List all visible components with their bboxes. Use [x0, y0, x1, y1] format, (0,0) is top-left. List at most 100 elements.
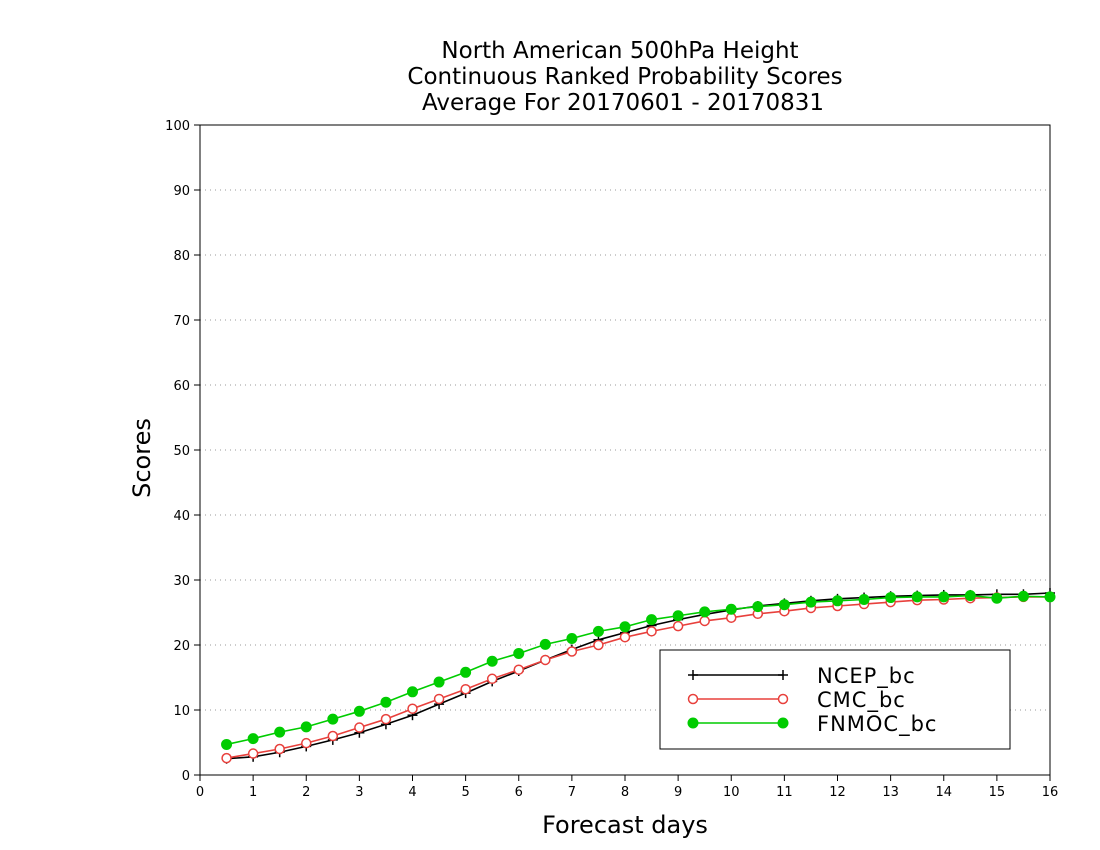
data-point-fnmoc-bc [646, 614, 658, 626]
data-point-fnmoc-bc [300, 721, 312, 733]
y-tick-label: 30 [173, 574, 190, 589]
x-tick-label: 9 [674, 785, 682, 800]
data-point-cmc-bc [513, 664, 524, 675]
data-point-fnmoc-bc [1017, 590, 1029, 602]
data-point-fnmoc-bc [885, 592, 897, 604]
series-fnmoc-bc [221, 590, 1056, 750]
data-point-fnmoc-bc [911, 591, 923, 603]
legend-label: FNMOC_bc [817, 712, 937, 737]
y-tick-label: 100 [165, 119, 190, 134]
data-point-cmc-bc [699, 615, 710, 627]
data-point-cmc-bc [619, 631, 631, 643]
legend-marker [687, 693, 699, 705]
data-point-fnmoc-bc [539, 638, 551, 650]
y-tick-label: 0 [182, 769, 190, 784]
y-tick-label: 80 [173, 249, 190, 264]
x-tick-label: 7 [568, 785, 576, 800]
data-point-fnmoc-bc [964, 590, 976, 602]
x-tick-label: 2 [302, 785, 310, 800]
x-tick-label: 5 [461, 785, 469, 800]
y-tick-label: 20 [173, 639, 190, 654]
legend-marker [688, 670, 698, 680]
chart-title-line-3: Average For 20170601 - 20170831 [422, 90, 824, 116]
data-point-cmc-bc [247, 748, 259, 759]
data-point-fnmoc-bc [832, 595, 843, 607]
x-tick-label: 4 [408, 785, 416, 800]
data-point-cmc-bc [540, 654, 551, 666]
data-point-cmc-bc [672, 620, 684, 632]
x-tick-label: 1 [249, 785, 257, 800]
data-point-fnmoc-bc [699, 606, 711, 618]
data-point-cmc-bc [327, 730, 339, 742]
x-tick-label: 15 [989, 785, 1006, 800]
x-axis-label: Forecast days [542, 811, 708, 839]
legend-item-ncep-bc: NCEP_bc [688, 664, 916, 689]
x-tick-label: 0 [196, 785, 204, 800]
data-point-fnmoc-bc [805, 596, 817, 608]
legend-marker [687, 717, 699, 729]
data-point-fnmoc-bc [672, 610, 684, 622]
legend-item-cmc-bc: CMC_bc [687, 688, 906, 713]
data-point-fnmoc-bc [1044, 591, 1056, 603]
y-axis-label: Scores [128, 418, 156, 498]
series-layer [221, 588, 1056, 764]
x-tick-label: 6 [515, 785, 523, 800]
data-point-fnmoc-bc [991, 592, 1003, 604]
data-point-fnmoc-bc [938, 591, 950, 603]
legend-marker [777, 693, 789, 705]
data-point-cmc-bc [354, 722, 365, 733]
data-point-fnmoc-bc [460, 666, 472, 678]
x-tick-label: 3 [355, 785, 363, 800]
data-point-fnmoc-bc [752, 601, 764, 613]
x-tick-label: 14 [935, 785, 952, 800]
data-point-cmc-bc [646, 626, 657, 637]
data-point-cmc-bc [433, 693, 445, 705]
data-point-cmc-bc [593, 639, 604, 651]
data-point-fnmoc-bc [247, 733, 259, 745]
legend-marker [777, 717, 789, 729]
data-point-fnmoc-bc [274, 726, 286, 738]
y-tick-label: 40 [173, 509, 190, 524]
chart-title-line-1: North American 500hPa Height [441, 38, 798, 64]
data-point-fnmoc-bc [858, 594, 870, 605]
y-tick-label: 50 [173, 444, 190, 459]
y-tick-label: 10 [173, 704, 190, 719]
data-point-fnmoc-bc [725, 603, 737, 615]
data-point-cmc-bc [380, 713, 392, 725]
legend-item-fnmoc-bc: FNMOC_bc [687, 712, 937, 737]
data-point-fnmoc-bc [433, 676, 445, 688]
data-point-fnmoc-bc [407, 686, 418, 698]
data-point-fnmoc-bc [592, 625, 604, 637]
legend-label: NCEP_bc [817, 664, 916, 689]
data-point-fnmoc-bc [619, 621, 631, 633]
data-point-cmc-bc [460, 683, 471, 695]
chart-title: North American 500hPa Height Continuous … [407, 38, 842, 116]
legend-marker [778, 670, 788, 680]
data-point-fnmoc-bc [513, 647, 525, 659]
data-point-cmc-bc [486, 673, 498, 685]
legend-label: CMC_bc [817, 688, 906, 713]
data-point-fnmoc-bc [353, 705, 365, 717]
data-point-fnmoc-bc [778, 599, 790, 611]
x-tick-label: 11 [776, 785, 793, 800]
x-tick-label: 10 [723, 785, 740, 800]
data-point-fnmoc-bc [221, 738, 233, 750]
data-point-cmc-bc [301, 737, 312, 749]
x-tick-label: 16 [1042, 785, 1059, 800]
x-tick-label: 8 [621, 785, 629, 800]
y-tick-label: 60 [173, 379, 190, 394]
data-point-cmc-bc [221, 752, 232, 764]
data-point-cmc-bc [566, 646, 578, 657]
y-tick-label: 90 [173, 184, 190, 199]
data-point-cmc-bc [274, 743, 285, 755]
data-point-fnmoc-bc [566, 633, 578, 644]
gridlines [200, 189, 1050, 711]
data-point-fnmoc-bc [486, 655, 498, 667]
x-tick-label: 13 [882, 785, 899, 800]
x-tick-label: 12 [829, 785, 846, 800]
chart-title-line-2: Continuous Ranked Probability Scores [407, 64, 842, 90]
y-tick-label: 70 [173, 314, 190, 329]
